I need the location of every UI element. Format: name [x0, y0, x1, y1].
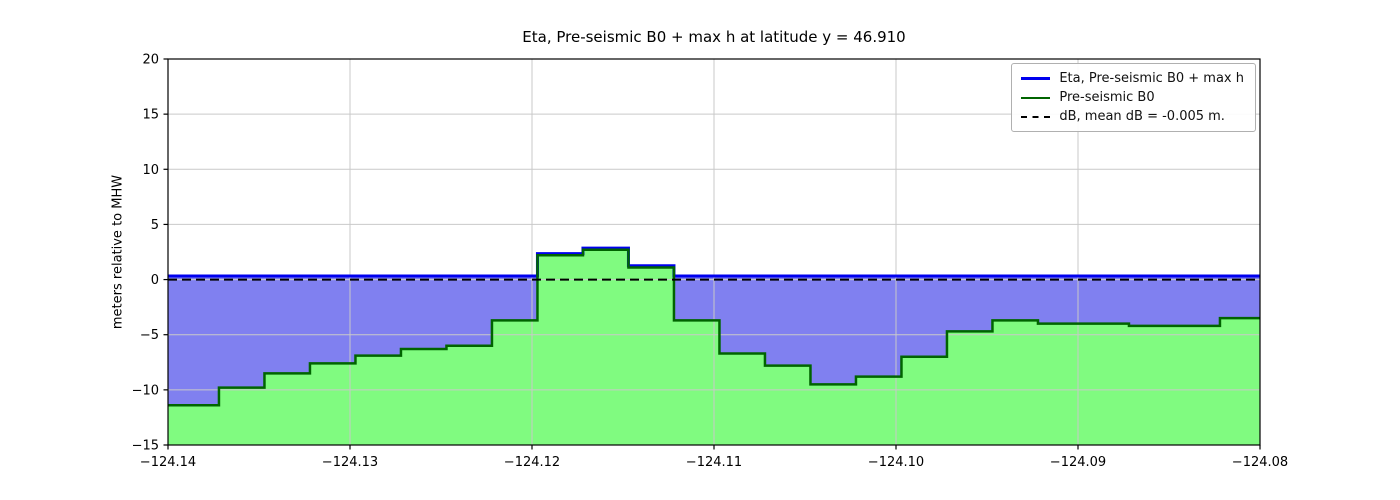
- x-tick-label: −124.10: [868, 455, 924, 470]
- legend-label-b0: Pre-seismic B0: [1059, 90, 1155, 105]
- y-tick-label: 15: [142, 108, 159, 123]
- eta-line: [168, 246, 1260, 278]
- legend: Eta, Pre-seismic B0 + max h Pre-seismic …: [1011, 63, 1256, 132]
- x-tick-label: −124.09: [1050, 455, 1106, 470]
- x-tick-label: −124.12: [504, 455, 560, 470]
- legend-label-db: dB, mean dB = -0.005 m.: [1059, 109, 1225, 124]
- eta-line-sample-icon: [1021, 77, 1051, 80]
- legend-item-db: dB, mean dB = -0.005 m.: [1021, 109, 1244, 124]
- y-tick-label: 20: [142, 53, 159, 68]
- y-tick-label: 0: [151, 273, 159, 288]
- db-line-sample-icon: [1021, 115, 1051, 118]
- y-tick-label: 10: [142, 163, 159, 178]
- x-tick-label: −124.13: [322, 455, 378, 470]
- x-tick-label: −124.14: [140, 455, 196, 470]
- x-tick-label: −124.11: [686, 455, 742, 470]
- b0-line: [168, 248, 1260, 407]
- legend-item-eta: Eta, Pre-seismic B0 + max h: [1021, 71, 1244, 86]
- legend-item-b0: Pre-seismic B0: [1021, 90, 1244, 105]
- y-tick-label: −10: [132, 383, 159, 398]
- chart-title: Eta, Pre-seismic B0 + max h at latitude …: [522, 28, 906, 46]
- x-tick-label: −124.08: [1232, 455, 1288, 470]
- y-tick-label: 5: [151, 218, 159, 233]
- b0-line-sample-icon: [1021, 96, 1051, 99]
- y-tick-label: −15: [132, 439, 159, 454]
- y-tick-label: −5: [140, 328, 159, 343]
- legend-label-eta: Eta, Pre-seismic B0 + max h: [1059, 71, 1244, 86]
